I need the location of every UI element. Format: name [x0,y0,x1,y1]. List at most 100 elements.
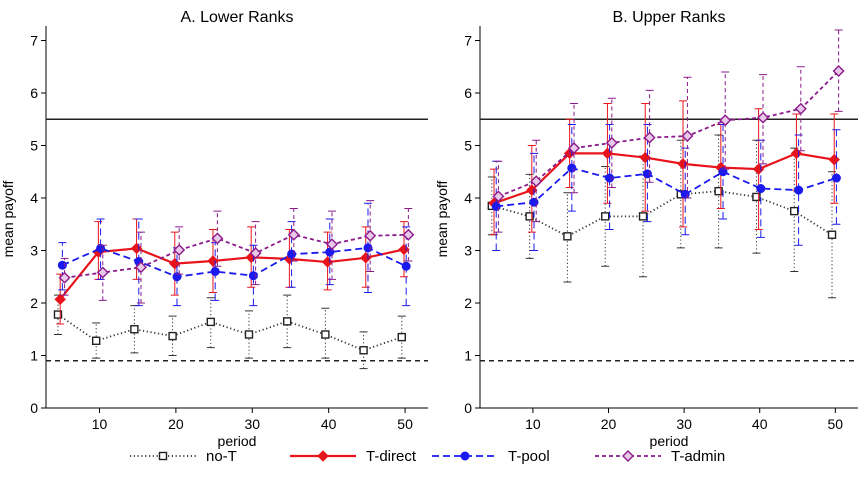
data-point [492,190,505,203]
legend-marker [622,450,634,462]
data-point [130,242,143,255]
data-point [325,238,338,251]
y-tick-label: 5 [30,138,38,154]
y-tick-label: 7 [464,33,472,49]
data-point [321,256,334,268]
series-t-admin [492,29,845,233]
data-point [364,229,377,242]
series-line [62,246,407,278]
x-axis-label: period [650,433,689,449]
series-line [493,152,835,205]
series-line [498,70,840,198]
data-point [563,232,572,241]
y-tick-label: 5 [464,138,472,154]
data-point [567,163,577,173]
x-axis-label: period [218,433,257,449]
y-tick-label: 2 [30,295,38,311]
legend-label: T-direct [366,448,417,465]
data-point [831,173,841,183]
y-tick-label: 1 [464,348,472,364]
x-tick-label: 20 [601,416,617,432]
legend-item-no-t: no-T [130,448,237,465]
data-point [601,212,610,221]
data-point [321,330,330,339]
y-tick-label: 3 [30,243,38,259]
y-tick-label: 6 [464,85,472,101]
series-line [57,313,403,352]
x-tick-label: 10 [525,416,541,432]
data-point [210,267,220,276]
data-point [206,317,215,327]
y-tick-label: 0 [30,400,38,416]
data-point [172,272,182,282]
data-point [248,271,258,281]
y-axis-label: mean payoff [0,180,16,257]
data-point [790,147,803,160]
data-point [677,158,689,170]
data-point [714,186,723,196]
data-point [398,243,410,256]
y-tick-label: 7 [30,33,38,49]
data-point [643,131,656,144]
series-line [496,167,837,208]
legend-label: no-T [206,448,237,465]
data-point [401,261,411,271]
series-t-direct [54,218,410,325]
x-tick-label: 30 [676,416,692,432]
data-point [605,136,618,149]
series-t-direct [488,100,840,236]
data-point [827,230,837,239]
legend-marker [460,451,470,461]
data-point [211,232,224,245]
data-point [53,310,63,319]
data-point [605,173,615,183]
x-tick-label: 30 [244,416,260,432]
data-point [757,111,770,124]
panel-upper-ranks: B. Upper Ranks 0 1 2 3 4 5 6 7 10 20 30 40 50 period me… [434,9,858,449]
y-tick-label: 3 [464,243,472,259]
data-point [752,192,761,202]
x-tick-label: 10 [92,416,108,432]
data-point [529,197,539,207]
data-point [207,255,219,267]
data-point [832,64,845,77]
data-point [828,153,840,166]
x-tick-label: 40 [752,416,768,432]
data-point [244,330,254,339]
data-point [642,169,652,179]
panel-title: B. Upper Ranks [613,9,726,26]
data-point [719,114,732,127]
series-line [491,190,833,238]
y-tick-label: 4 [464,190,472,206]
y-tick-label: 4 [30,190,38,206]
data-point [397,332,406,342]
data-point [530,175,543,188]
data-point [57,260,67,270]
x-tick-label: 50 [828,416,844,432]
legend-label: T-pool [508,448,550,465]
data-point [130,325,139,334]
data-point [282,317,292,326]
data-point [287,249,297,259]
data-point [91,336,101,345]
data-point [360,252,372,264]
data-point [58,271,71,284]
data-point [681,130,694,143]
y-tick-label: 6 [30,85,38,101]
data-point [601,147,614,160]
data-point [794,102,807,115]
data-point [168,331,177,341]
data-point [680,189,690,199]
data-point [96,266,109,279]
data-point [756,184,766,194]
x-tick-label: 20 [168,416,184,432]
data-point [249,247,262,260]
x-tick-label: 40 [321,416,337,432]
series-line [64,233,409,279]
data-point [638,212,648,221]
legend-marker [317,450,329,462]
data-point [790,206,799,216]
y-tick-label: 1 [30,348,38,364]
legend-item-t-pool: T-pool [432,448,550,465]
